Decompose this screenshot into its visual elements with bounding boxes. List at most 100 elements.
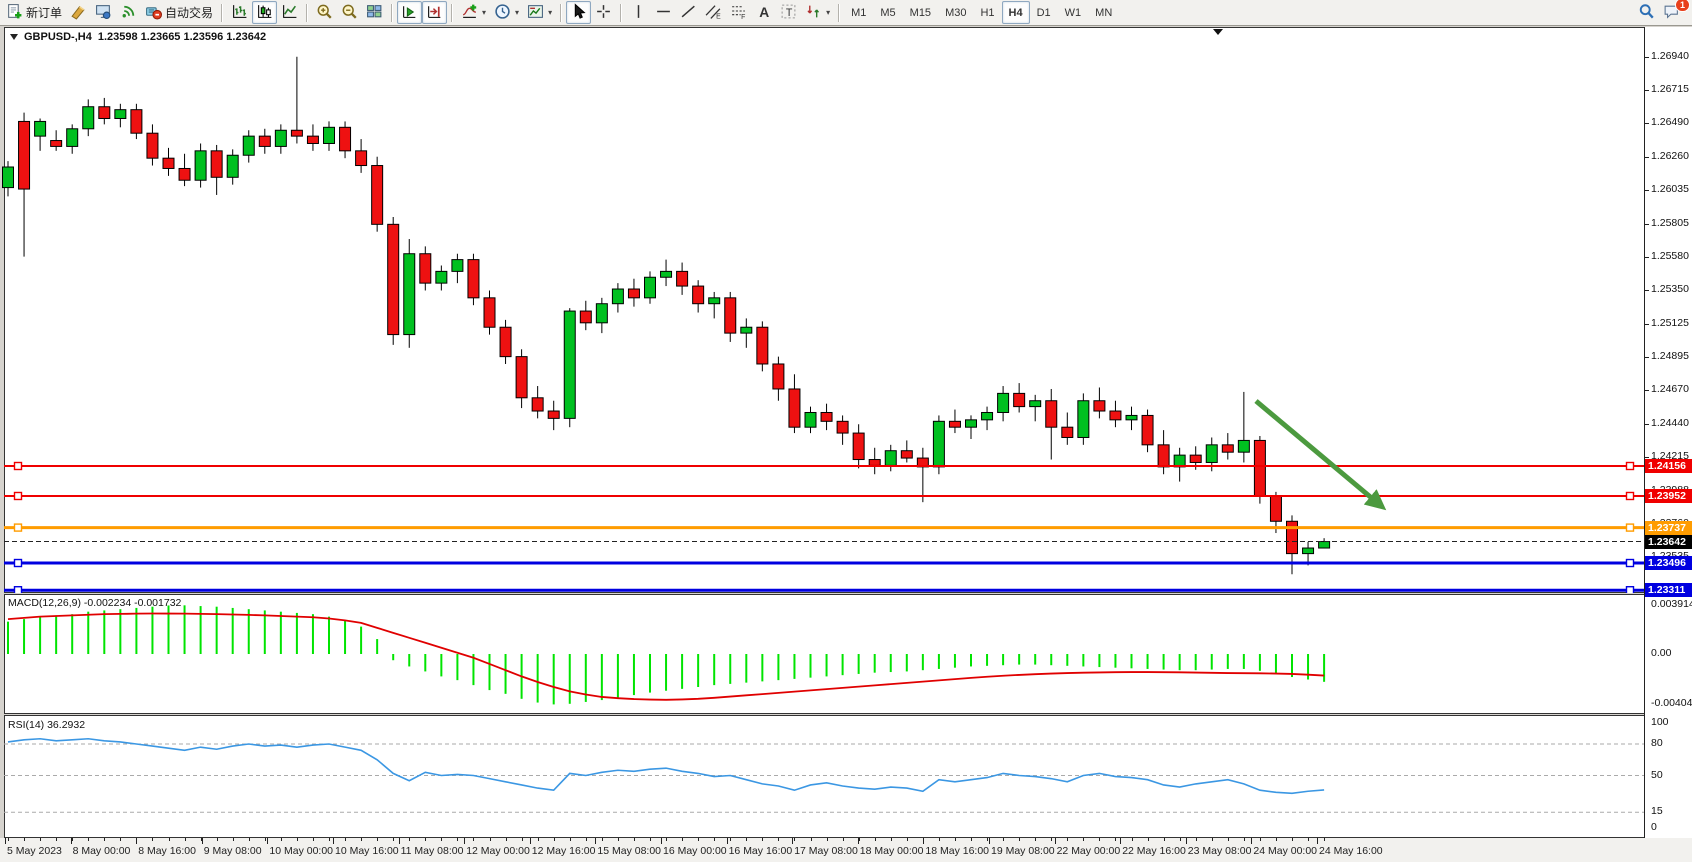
- indicators-button[interactable]: ▾: [457, 1, 490, 24]
- time-minor-tick: [1147, 838, 1149, 841]
- tf-mn-button[interactable]: MN: [1095, 6, 1113, 19]
- line-handle: [13, 558, 23, 568]
- toolbar-group: ▾ ▾ ▾: [457, 1, 556, 25]
- toolbar-separator: [620, 3, 623, 22]
- chart-shift-button[interactable]: [422, 1, 448, 24]
- line-chart-button[interactable]: [277, 1, 302, 24]
- toolbar-separator: [838, 3, 841, 22]
- tf-h1-button[interactable]: H1: [980, 6, 995, 19]
- period-button[interactable]: ▾: [490, 1, 523, 24]
- tf-m5-button[interactable]: M5: [880, 6, 896, 19]
- trendline-button[interactable]: [676, 1, 701, 24]
- chat-button[interactable]: 1: [1659, 0, 1690, 24]
- price-tick-label: 1.26715: [1651, 82, 1689, 95]
- time-minor-tick: [842, 838, 844, 841]
- bar-chart-icon: [231, 3, 248, 23]
- zoom-out-button[interactable]: [337, 1, 362, 24]
- trend-arrow-annotation[interactable]: [1254, 399, 1387, 511]
- price-tick-label: 1.25805: [1651, 216, 1689, 229]
- bull-candle: [1125, 414, 1138, 421]
- time-minor-tick: [441, 838, 443, 841]
- time-axis-label: 15 May 08:00: [597, 845, 662, 857]
- bear-candle: [306, 135, 319, 144]
- tf-w1-button[interactable]: W1: [1064, 6, 1082, 19]
- bear-candle: [178, 167, 191, 181]
- vertical-line-button[interactable]: [626, 1, 651, 24]
- time-minor-tick: [553, 838, 555, 841]
- time-minor-tick: [987, 838, 989, 841]
- template-icon: [527, 3, 544, 23]
- candlestick-chart-button[interactable]: [252, 1, 278, 24]
- market-depth-button[interactable]: [91, 1, 116, 24]
- price-chart-panel[interactable]: [0, 27, 1644, 593]
- time-minor-tick: [1259, 838, 1261, 841]
- new-order-icon: [6, 3, 23, 23]
- time-minor-tick: [248, 838, 250, 841]
- toolbar-separator: [451, 3, 454, 22]
- macd-axis-label: 0.00: [1651, 647, 1672, 659]
- auto-scroll-button[interactable]: [397, 1, 423, 24]
- tf-m30-button[interactable]: M30: [945, 6, 967, 19]
- auto-trading-button[interactable]: 自动交易: [141, 1, 217, 24]
- crosshair-button[interactable]: [591, 1, 616, 24]
- toolbar-group: [227, 1, 302, 25]
- bar-chart-button[interactable]: [227, 1, 252, 24]
- bear-candle: [820, 411, 833, 422]
- time-axis-label: 12 May 00:00: [466, 845, 530, 857]
- cursor-button[interactable]: [566, 1, 592, 24]
- bear-candle: [772, 363, 785, 390]
- bear-candle: [1061, 426, 1074, 438]
- line-price-label: 1.23311: [1645, 583, 1692, 598]
- bull-candle: [242, 135, 255, 156]
- bear-candle: [868, 459, 881, 466]
- rsi-panel[interactable]: [0, 715, 1644, 838]
- search-button[interactable]: [1634, 1, 1659, 24]
- bull-candle: [611, 288, 624, 305]
- tf-h4-button[interactable]: H4: [1001, 1, 1030, 24]
- zoom-in-button[interactable]: [312, 1, 337, 24]
- text-button[interactable]: A: [751, 1, 776, 24]
- template-button[interactable]: ▾: [523, 1, 556, 24]
- time-major-tick: [989, 838, 990, 844]
- toolbar-group: 新订单 自动交易: [2, 1, 217, 25]
- time-minor-tick: [1019, 838, 1021, 841]
- bear-candle: [1109, 410, 1122, 421]
- macd-panel[interactable]: [0, 594, 1644, 714]
- bull-candle: [1029, 400, 1042, 408]
- axis-tick: [1645, 189, 1649, 191]
- styler-icon: [70, 3, 87, 23]
- tf-d1-button[interactable]: D1: [1036, 6, 1051, 19]
- tile-windows-button[interactable]: [362, 1, 387, 24]
- candlestick-chart-icon: [256, 3, 273, 23]
- bear-candle: [531, 397, 544, 412]
- price-axis[interactable]: 1.26940 1.26715 1.26490 1.26260 1.26035 1.258…: [1644, 27, 1692, 838]
- tf-m15-button[interactable]: M15: [909, 6, 932, 19]
- time-axis[interactable]: 5 May 2023 8 May 00:00 8 May 16:00 9 May 08…: [0, 838, 1692, 862]
- axis-tick: [1645, 424, 1649, 426]
- bull-candle: [1237, 439, 1250, 453]
- time-minor-tick: [1179, 838, 1181, 841]
- tf-m1-button[interactable]: M1: [851, 6, 867, 19]
- new-order-button[interactable]: 新订单: [2, 1, 66, 24]
- line-handle: [13, 523, 23, 532]
- bull-candle: [403, 253, 416, 336]
- horizontal-line-button[interactable]: [651, 1, 676, 24]
- time-minor-tick: [633, 838, 635, 841]
- bull-candle: [435, 270, 448, 284]
- fibonacci-button[interactable]: F: [726, 1, 751, 24]
- channel-button[interactable]: E: [701, 1, 726, 24]
- time-major-tick: [5, 838, 6, 844]
- label-button[interactable]: T: [776, 1, 801, 24]
- styler-button[interactable]: [66, 1, 91, 24]
- time-minor-tick: [232, 838, 234, 841]
- time-minor-tick: [329, 838, 330, 841]
- time-minor-tick: [874, 838, 876, 841]
- line-handle: [1625, 461, 1635, 471]
- chart-menu-icon[interactable]: [10, 34, 18, 40]
- arrows-button[interactable]: ▾: [801, 1, 834, 24]
- chevron-down-icon: ▾: [548, 8, 553, 17]
- time-minor-tick: [746, 838, 748, 841]
- bull-candle: [82, 106, 95, 130]
- bear-candle: [130, 109, 143, 134]
- signals-button[interactable]: [116, 1, 141, 24]
